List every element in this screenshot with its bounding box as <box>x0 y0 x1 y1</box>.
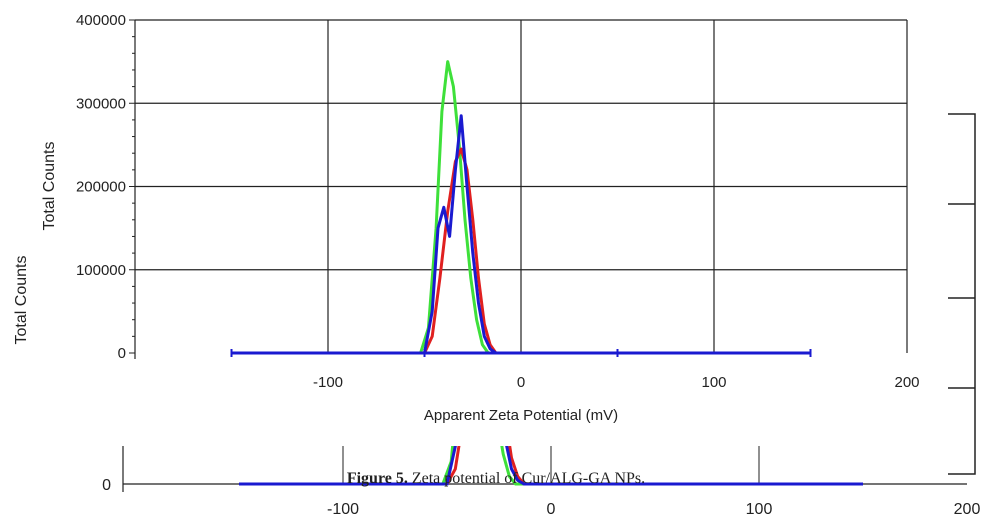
x-tick-label: 0 <box>517 374 525 391</box>
y-tick-label: 0 <box>118 345 126 362</box>
x-axis-label: Apparent Zeta Potential (mV) <box>424 407 618 424</box>
x-tick-label: 200 <box>894 374 919 391</box>
background-series-line <box>239 446 863 486</box>
background-x-tick-label: 0 <box>547 501 556 518</box>
baseline-axis <box>230 349 812 357</box>
y-tick-label: 200000 <box>76 179 126 196</box>
background-peak-fragments <box>239 446 863 486</box>
background-y-tick-label: 0 <box>102 477 111 494</box>
background-x-tick-label: -100 <box>327 501 359 518</box>
background-series-line <box>239 446 863 486</box>
background-x-tick-label: 200 <box>954 501 981 518</box>
background-series-line <box>239 446 863 486</box>
background-frame-line <box>948 113 976 475</box>
background-x-tick-labels: -100 0 100 200 <box>327 501 980 518</box>
grid <box>129 19 908 359</box>
y-tick-label: 300000 <box>76 95 126 112</box>
main-chart: 0 100000 200000 300000 400000 -100 0 100 200 Ap… <box>41 12 920 424</box>
background-y-axis-label: Total Counts <box>13 256 30 345</box>
caption-text: Zeta potential of Cur/ALG-GA NPs. <box>407 470 646 487</box>
x-tick-labels: -100 0 100 200 <box>313 374 920 391</box>
background-right-frame <box>948 113 976 475</box>
series-line <box>231 60 811 355</box>
figure-caption: Figure 5. Zeta potential of Cur/ALG-GA N… <box>0 470 992 488</box>
y-tick-label: 100000 <box>76 262 126 279</box>
series-lines <box>231 60 811 355</box>
series-line <box>231 114 811 355</box>
x-tick-label: -100 <box>313 374 343 391</box>
background-chart: Total Counts 0 -100 0 100 200 <box>13 113 980 518</box>
y-tick-labels: 0 100000 200000 300000 400000 <box>76 12 126 362</box>
background-x-tick-label: 100 <box>746 501 773 518</box>
y-tick-label: 400000 <box>76 12 126 29</box>
x-tick-label: 100 <box>701 374 726 391</box>
y-axis-label: Total Counts <box>41 142 58 231</box>
caption-label: Figure 5. <box>346 470 408 487</box>
